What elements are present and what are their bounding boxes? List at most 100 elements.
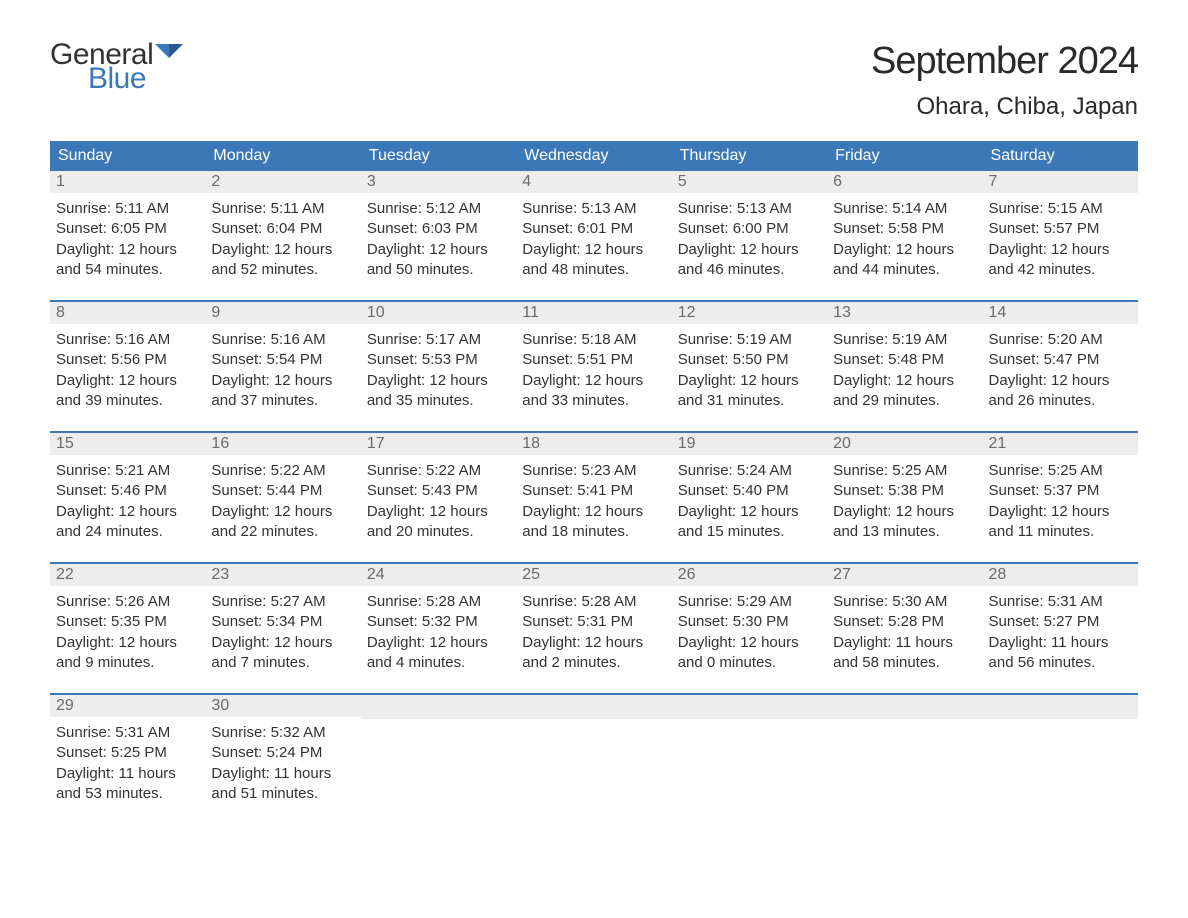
day-sunrise: Sunrise: 5:13 AM — [678, 199, 821, 219]
day-dl1: Daylight: 12 hours — [678, 633, 821, 653]
calendar-day: 10Sunrise: 5:17 AMSunset: 5:53 PMDayligh… — [361, 302, 516, 411]
day-sunrise: Sunrise: 5:23 AM — [522, 461, 665, 481]
day-dl2: and 9 minutes. — [56, 653, 199, 673]
day-dl1: Daylight: 12 hours — [211, 371, 354, 391]
day-number: 20 — [827, 433, 982, 455]
calendar-day: 2Sunrise: 5:11 AMSunset: 6:04 PMDaylight… — [205, 171, 360, 280]
day-content: Sunrise: 5:24 AMSunset: 5:40 PMDaylight:… — [672, 455, 827, 542]
calendar-week: 1Sunrise: 5:11 AMSunset: 6:05 PMDaylight… — [50, 171, 1138, 280]
day-number: 16 — [205, 433, 360, 455]
day-number: 3 — [361, 171, 516, 193]
day-sunrise: Sunrise: 5:29 AM — [678, 592, 821, 612]
flag-icon — [155, 44, 183, 66]
day-content: Sunrise: 5:11 AMSunset: 6:04 PMDaylight:… — [205, 193, 360, 280]
day-content: Sunrise: 5:20 AMSunset: 5:47 PMDaylight:… — [983, 324, 1138, 411]
day-dl2: and 26 minutes. — [989, 391, 1132, 411]
logo-text-bottom: Blue — [88, 64, 183, 94]
day-number: 7 — [983, 171, 1138, 193]
day-number: 14 — [983, 302, 1138, 324]
day-sunset: Sunset: 5:58 PM — [833, 219, 976, 239]
calendar-day: 5Sunrise: 5:13 AMSunset: 6:00 PMDaylight… — [672, 171, 827, 280]
month-title: September 2024 — [871, 40, 1138, 83]
day-sunrise: Sunrise: 5:25 AM — [833, 461, 976, 481]
calendar-day: 7Sunrise: 5:15 AMSunset: 5:57 PMDaylight… — [983, 171, 1138, 280]
weekday-header: Tuesday — [361, 141, 516, 171]
day-number: 10 — [361, 302, 516, 324]
day-sunrise: Sunrise: 5:16 AM — [211, 330, 354, 350]
day-content: Sunrise: 5:12 AMSunset: 6:03 PMDaylight:… — [361, 193, 516, 280]
weekday-header: Wednesday — [516, 141, 671, 171]
day-dl1: Daylight: 12 hours — [989, 502, 1132, 522]
day-sunset: Sunset: 5:24 PM — [211, 743, 354, 763]
day-dl1: Daylight: 12 hours — [56, 371, 199, 391]
day-dl2: and 20 minutes. — [367, 522, 510, 542]
day-number: 6 — [827, 171, 982, 193]
day-sunset: Sunset: 6:04 PM — [211, 219, 354, 239]
day-sunset: Sunset: 5:53 PM — [367, 350, 510, 370]
day-number — [827, 695, 982, 719]
day-sunrise: Sunrise: 5:12 AM — [367, 199, 510, 219]
calendar-day: 16Sunrise: 5:22 AMSunset: 5:44 PMDayligh… — [205, 433, 360, 542]
day-dl1: Daylight: 12 hours — [211, 240, 354, 260]
day-dl2: and 4 minutes. — [367, 653, 510, 673]
day-dl2: and 15 minutes. — [678, 522, 821, 542]
calendar-day: 24Sunrise: 5:28 AMSunset: 5:32 PMDayligh… — [361, 564, 516, 673]
day-sunrise: Sunrise: 5:27 AM — [211, 592, 354, 612]
day-sunset: Sunset: 6:00 PM — [678, 219, 821, 239]
day-sunset: Sunset: 5:51 PM — [522, 350, 665, 370]
day-sunset: Sunset: 5:30 PM — [678, 612, 821, 632]
day-number: 18 — [516, 433, 671, 455]
day-dl2: and 58 minutes. — [833, 653, 976, 673]
calendar-day: 30Sunrise: 5:32 AMSunset: 5:24 PMDayligh… — [205, 695, 360, 804]
day-number — [361, 695, 516, 719]
day-dl2: and 7 minutes. — [211, 653, 354, 673]
day-content: Sunrise: 5:29 AMSunset: 5:30 PMDaylight:… — [672, 586, 827, 673]
day-sunrise: Sunrise: 5:19 AM — [833, 330, 976, 350]
day-sunset: Sunset: 5:56 PM — [56, 350, 199, 370]
day-sunrise: Sunrise: 5:32 AM — [211, 723, 354, 743]
day-dl2: and 53 minutes. — [56, 784, 199, 804]
day-dl2: and 52 minutes. — [211, 260, 354, 280]
day-content: Sunrise: 5:13 AMSunset: 6:01 PMDaylight:… — [516, 193, 671, 280]
day-dl2: and 22 minutes. — [211, 522, 354, 542]
day-dl1: Daylight: 12 hours — [56, 240, 199, 260]
day-dl2: and 31 minutes. — [678, 391, 821, 411]
day-sunrise: Sunrise: 5:13 AM — [522, 199, 665, 219]
calendar-day: 19Sunrise: 5:24 AMSunset: 5:40 PMDayligh… — [672, 433, 827, 542]
day-dl2: and 48 minutes. — [522, 260, 665, 280]
day-sunset: Sunset: 5:28 PM — [833, 612, 976, 632]
day-content: Sunrise: 5:11 AMSunset: 6:05 PMDaylight:… — [50, 193, 205, 280]
day-sunset: Sunset: 5:40 PM — [678, 481, 821, 501]
day-sunrise: Sunrise: 5:21 AM — [56, 461, 199, 481]
day-number: 9 — [205, 302, 360, 324]
day-sunrise: Sunrise: 5:25 AM — [989, 461, 1132, 481]
day-sunset: Sunset: 6:05 PM — [56, 219, 199, 239]
day-sunrise: Sunrise: 5:15 AM — [989, 199, 1132, 219]
calendar-week: 8Sunrise: 5:16 AMSunset: 5:56 PMDaylight… — [50, 300, 1138, 411]
day-number: 23 — [205, 564, 360, 586]
day-number: 2 — [205, 171, 360, 193]
day-number: 28 — [983, 564, 1138, 586]
day-dl2: and 46 minutes. — [678, 260, 821, 280]
day-dl2: and 42 minutes. — [989, 260, 1132, 280]
day-sunrise: Sunrise: 5:14 AM — [833, 199, 976, 219]
day-content: Sunrise: 5:28 AMSunset: 5:32 PMDaylight:… — [361, 586, 516, 673]
calendar-day — [672, 695, 827, 804]
day-content: Sunrise: 5:14 AMSunset: 5:58 PMDaylight:… — [827, 193, 982, 280]
calendar-day — [827, 695, 982, 804]
day-number: 21 — [983, 433, 1138, 455]
day-number: 22 — [50, 564, 205, 586]
day-number — [983, 695, 1138, 719]
day-dl2: and 0 minutes. — [678, 653, 821, 673]
weekday-header: Friday — [827, 141, 982, 171]
day-dl1: Daylight: 12 hours — [522, 240, 665, 260]
day-sunset: Sunset: 5:38 PM — [833, 481, 976, 501]
calendar-week: 22Sunrise: 5:26 AMSunset: 5:35 PMDayligh… — [50, 562, 1138, 673]
day-dl1: Daylight: 12 hours — [56, 502, 199, 522]
day-dl1: Daylight: 12 hours — [989, 240, 1132, 260]
calendar-day: 23Sunrise: 5:27 AMSunset: 5:34 PMDayligh… — [205, 564, 360, 673]
day-content: Sunrise: 5:17 AMSunset: 5:53 PMDaylight:… — [361, 324, 516, 411]
calendar-day: 22Sunrise: 5:26 AMSunset: 5:35 PMDayligh… — [50, 564, 205, 673]
day-sunrise: Sunrise: 5:11 AM — [56, 199, 199, 219]
day-dl1: Daylight: 12 hours — [833, 371, 976, 391]
